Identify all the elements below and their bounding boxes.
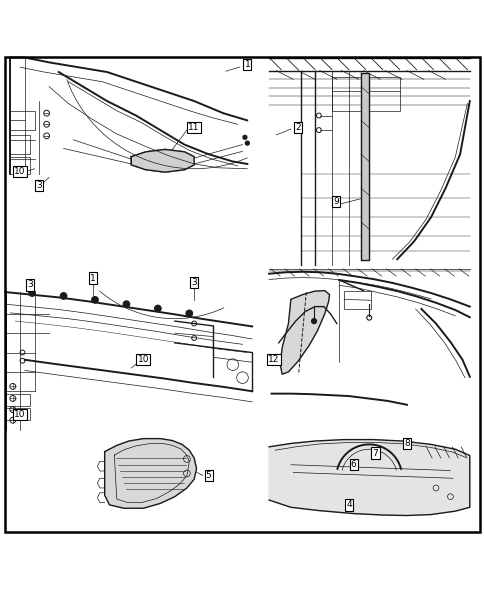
Text: 1: 1 bbox=[90, 273, 95, 283]
Polygon shape bbox=[131, 150, 194, 172]
Text: 1: 1 bbox=[244, 60, 250, 70]
Bar bbox=[10, 157, 30, 174]
Polygon shape bbox=[360, 73, 368, 260]
Circle shape bbox=[242, 135, 246, 139]
Text: 8: 8 bbox=[403, 439, 409, 448]
Circle shape bbox=[311, 319, 316, 323]
Bar bbox=[5, 408, 30, 420]
Bar bbox=[10, 135, 30, 154]
Circle shape bbox=[29, 290, 35, 296]
Text: 2: 2 bbox=[295, 123, 300, 132]
Text: 10: 10 bbox=[14, 410, 26, 419]
Circle shape bbox=[245, 141, 249, 145]
Polygon shape bbox=[269, 439, 469, 515]
Text: 4: 4 bbox=[346, 501, 351, 509]
Bar bbox=[331, 77, 399, 111]
Text: 3: 3 bbox=[36, 181, 42, 190]
Text: 3: 3 bbox=[27, 280, 32, 289]
Polygon shape bbox=[280, 290, 329, 374]
Text: 10: 10 bbox=[137, 355, 149, 364]
Bar bbox=[5, 393, 30, 406]
Text: 10: 10 bbox=[14, 167, 26, 176]
Circle shape bbox=[185, 310, 192, 317]
Circle shape bbox=[154, 305, 161, 312]
Text: 5: 5 bbox=[205, 471, 211, 480]
Text: 3: 3 bbox=[191, 278, 197, 287]
Text: 11: 11 bbox=[188, 123, 199, 132]
Circle shape bbox=[91, 296, 98, 303]
Text: 7: 7 bbox=[372, 449, 378, 458]
Text: 6: 6 bbox=[350, 460, 356, 469]
Circle shape bbox=[123, 301, 130, 307]
Circle shape bbox=[60, 293, 67, 299]
Text: 12: 12 bbox=[268, 355, 279, 364]
Bar bbox=[343, 290, 370, 309]
Bar bbox=[10, 111, 34, 130]
Polygon shape bbox=[105, 439, 196, 508]
Text: 9: 9 bbox=[333, 197, 338, 206]
